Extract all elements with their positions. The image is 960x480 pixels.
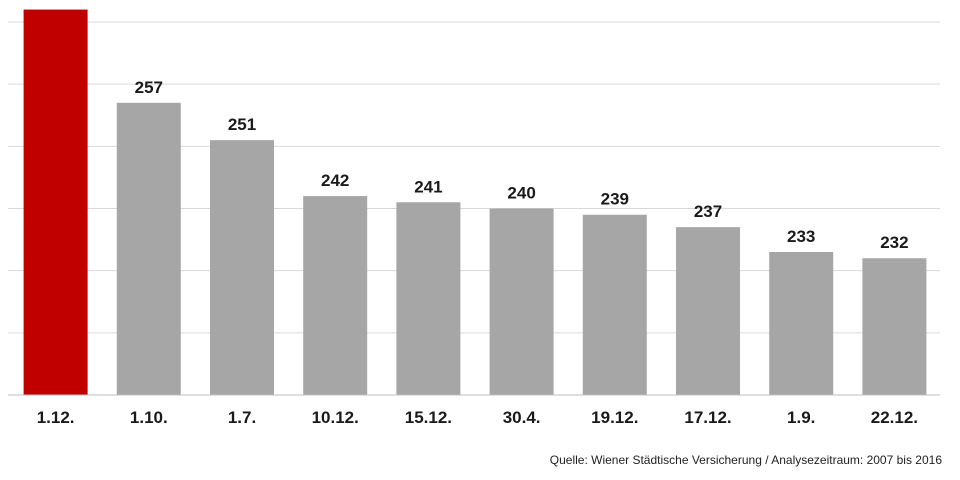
- bar-15.12.: [396, 202, 461, 395]
- x-tick-label: 1.9.: [787, 408, 815, 427]
- bar-value-label: 239: [601, 190, 629, 209]
- bar-22.12.: [862, 258, 927, 395]
- bar-1.7.: [210, 140, 274, 395]
- bar-10.12.: [303, 196, 368, 395]
- x-tick-label: 10.12.: [312, 408, 359, 427]
- bar-19.12.: [582, 214, 647, 395]
- x-axis-tick-labels: 1.12. 1.10. 1.7. 10.12. 15.12. 30.4. 19.12. 17.…: [37, 408, 918, 427]
- x-tick-label: 15.12.: [405, 408, 452, 427]
- bars: [23, 9, 927, 396]
- x-tick-label: 30.4.: [503, 408, 541, 427]
- value-labels: 272 257 251 242 241 240 239 237 233 232: [41, 0, 908, 252]
- x-tick-label: 1.10.: [130, 408, 168, 427]
- bar-value-label: 241: [414, 177, 442, 196]
- source-note: Quelle: Wiener Städtische Versicherung /…: [549, 453, 942, 467]
- bar-1.9.: [769, 252, 834, 395]
- bar-1.10.: [116, 102, 181, 396]
- bar-value-label: 251: [228, 115, 256, 134]
- bar-30.4.: [489, 208, 554, 395]
- bar-value-label: 257: [135, 78, 163, 97]
- bar-value-label: 232: [880, 233, 908, 252]
- bar-value-label: 240: [507, 184, 535, 203]
- bar-value-label: 242: [321, 171, 349, 190]
- bar-value-label: 237: [694, 202, 722, 221]
- x-tick-label: 1.7.: [228, 408, 256, 427]
- x-tick-label: 19.12.: [591, 408, 638, 427]
- bar-value-label: 233: [787, 227, 815, 246]
- x-tick-label: 17.12.: [684, 408, 731, 427]
- x-tick-label: 1.12.: [37, 408, 75, 427]
- bar-17.12.: [676, 227, 740, 395]
- bar-1.12.: [23, 9, 88, 395]
- x-tick-label: 22.12.: [871, 408, 918, 427]
- bar-value-label: 272: [41, 0, 69, 4]
